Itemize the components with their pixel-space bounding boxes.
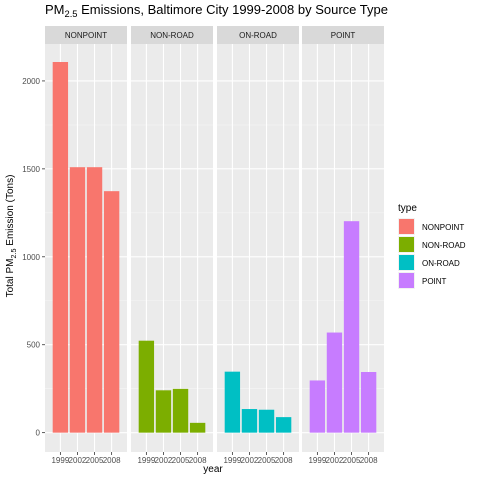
y-tick-label: 0 [36, 429, 41, 438]
bar-point-2005 [343, 221, 360, 433]
legend-label-on-road: ON-ROAD [422, 259, 460, 268]
legend-swatch-nonpoint [399, 219, 414, 234]
bar-on-road-2002 [241, 409, 258, 433]
facet-strip [217, 26, 299, 44]
x-tick-label: 2002 [69, 456, 87, 465]
x-tick-label: 2008 [189, 456, 207, 465]
bar-point-1999 [309, 380, 326, 433]
x-tick-label: 1999 [223, 456, 241, 465]
legend-swatch-on-road [399, 255, 414, 270]
x-tick-label: 2008 [360, 456, 378, 465]
legend-label-non-road: NON-ROAD [422, 241, 466, 250]
x-tick-label: 2002 [241, 456, 259, 465]
bar-on-road-2008 [275, 417, 292, 433]
legend-label-point: POINT [422, 277, 447, 286]
x-tick-label: 2002 [155, 456, 173, 465]
y-tick-label: 1500 [22, 165, 40, 174]
x-tick-label: 2005 [343, 456, 361, 465]
facet-strip-label: NON-ROAD [150, 31, 194, 40]
legend-swatch-non-road [399, 237, 414, 252]
facet-strip-label: ON-ROAD [239, 31, 277, 40]
x-tick-label: 2008 [275, 456, 293, 465]
y-tick-label: 500 [27, 341, 41, 350]
x-tick-label: 2005 [258, 456, 276, 465]
facet-panel-point: POINT 1999 2002 2005 2008 [302, 26, 384, 465]
y-tick-label: 1000 [22, 253, 40, 262]
bar-point-2002 [326, 332, 343, 433]
legend-title: type [398, 203, 417, 214]
bar-non-road-1999 [138, 340, 155, 433]
legend-label-nonpoint: NONPOINT [422, 223, 464, 232]
facet-strip [131, 26, 213, 44]
bar-nonpoint-2002 [69, 167, 86, 433]
y-axis-title: Total PM2.5 Emission (Tons) [5, 175, 18, 298]
x-tick-label: 1999 [51, 456, 69, 465]
x-tick-label: 2002 [326, 456, 344, 465]
x-tick-label: 1999 [137, 456, 155, 465]
facet-strip [45, 26, 127, 44]
x-tick-label: 2005 [172, 456, 190, 465]
bar-nonpoint-2005 [86, 167, 103, 433]
facet-panel-on-road: ON-ROAD 1999 2002 2005 2008 [217, 26, 299, 465]
facet-panel-non-road: NON-ROAD 1999 2002 2005 2008 [131, 26, 213, 465]
facet-strip-label: NONPOINT [65, 31, 107, 40]
x-axis-title: year [203, 464, 223, 475]
bar-on-road-2005 [258, 409, 275, 433]
bar-non-road-2008 [189, 422, 206, 433]
facet-strip [302, 26, 384, 44]
x-tick-label: 1999 [308, 456, 326, 465]
legend: type NONPOINT NON-ROAD ON-ROAD POINT [398, 203, 466, 289]
y-tick-label: 2000 [22, 77, 40, 86]
facet-strip-label: POINT [331, 31, 356, 40]
bar-nonpoint-2008 [103, 191, 120, 433]
x-tick-label: 2005 [86, 456, 104, 465]
bar-non-road-2002 [155, 390, 172, 433]
bar-nonpoint-1999 [52, 62, 69, 433]
chart-title: PM2.5 Emissions, Baltimore City 1999-200… [45, 2, 388, 19]
facet-panel-nonpoint: NONPOINT 1999 2002 2005 2008 [45, 26, 127, 465]
x-tick-label: 2008 [103, 456, 121, 465]
y-axis: 0 500 1000 1500 2000 [22, 77, 45, 438]
bar-point-2008 [360, 372, 377, 433]
bar-non-road-2005 [172, 388, 189, 433]
legend-swatch-point [399, 273, 414, 288]
bar-on-road-1999 [224, 371, 241, 433]
